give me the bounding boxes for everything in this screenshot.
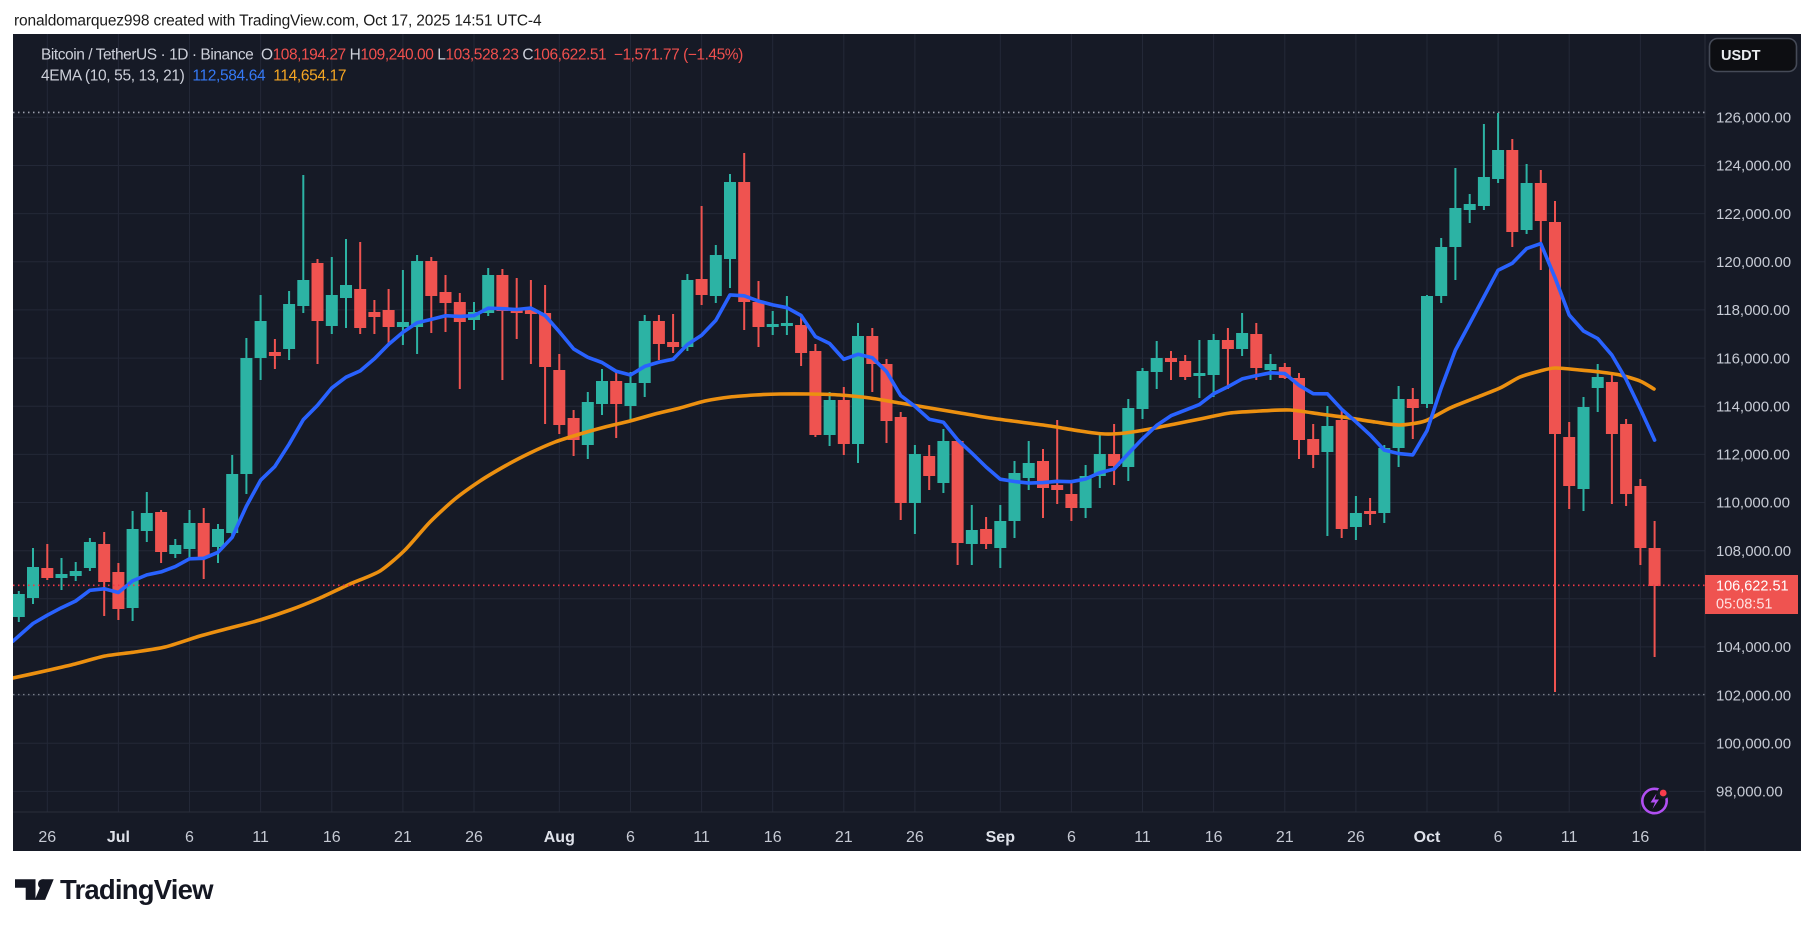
svg-text:16: 16 bbox=[1205, 829, 1223, 846]
svg-text:108,000.00: 108,000.00 bbox=[1716, 543, 1791, 560]
svg-text:112,000.00: 112,000.00 bbox=[1716, 447, 1790, 464]
svg-text:106,622.51: 106,622.51 bbox=[1716, 579, 1789, 595]
svg-text:21: 21 bbox=[1276, 829, 1294, 846]
svg-text:26: 26 bbox=[465, 829, 483, 846]
svg-text:Jul: Jul bbox=[107, 829, 130, 846]
svg-text:26: 26 bbox=[38, 829, 56, 846]
svg-text:Aug: Aug bbox=[544, 829, 575, 846]
svg-text:6: 6 bbox=[1494, 829, 1503, 846]
svg-text:116,000.00: 116,000.00 bbox=[1716, 350, 1790, 367]
svg-text:104,000.00: 104,000.00 bbox=[1716, 639, 1791, 656]
svg-text:6: 6 bbox=[185, 829, 194, 846]
svg-text:TradingView: TradingView bbox=[60, 874, 214, 905]
svg-text:11: 11 bbox=[1561, 829, 1578, 846]
svg-text:122,000.00: 122,000.00 bbox=[1716, 206, 1791, 223]
svg-text:USDT: USDT bbox=[1721, 48, 1761, 64]
svg-text:102,000.00: 102,000.00 bbox=[1716, 687, 1791, 704]
svg-text:6: 6 bbox=[1067, 829, 1076, 846]
svg-text:114,000.00: 114,000.00 bbox=[1716, 398, 1790, 415]
svg-text:126,000.00: 126,000.00 bbox=[1716, 110, 1791, 127]
svg-text:100,000.00: 100,000.00 bbox=[1716, 735, 1791, 752]
svg-text:Oct: Oct bbox=[1414, 829, 1441, 846]
svg-text:05:08:51: 05:08:51 bbox=[1716, 597, 1772, 613]
svg-text:16: 16 bbox=[1632, 829, 1650, 846]
svg-text:110,000.00: 110,000.00 bbox=[1716, 495, 1790, 512]
svg-text:4EMA (10, 55, 13, 21) 112,584: 4EMA (10, 55, 13, 21) 112,584.64 114,654… bbox=[41, 68, 346, 85]
svg-text:21: 21 bbox=[394, 829, 412, 846]
svg-text:ronaldomarquez998 created with: ronaldomarquez998 created with TradingVi… bbox=[14, 13, 542, 30]
svg-text:124,000.00: 124,000.00 bbox=[1716, 158, 1791, 175]
svg-text:21: 21 bbox=[835, 829, 853, 846]
svg-text:11: 11 bbox=[252, 829, 269, 846]
svg-text:26: 26 bbox=[906, 829, 924, 846]
svg-text:120,000.00: 120,000.00 bbox=[1716, 254, 1791, 271]
svg-text:6: 6 bbox=[626, 829, 635, 846]
svg-text:16: 16 bbox=[323, 829, 341, 846]
svg-text:16: 16 bbox=[764, 829, 782, 846]
svg-text:26: 26 bbox=[1347, 829, 1365, 846]
svg-text:Bitcoin / TetherUS · 1D · Bina: Bitcoin / TetherUS · 1D · Binance O108,1… bbox=[41, 47, 743, 64]
svg-text:Sep: Sep bbox=[986, 829, 1016, 846]
svg-text:118,000.00: 118,000.00 bbox=[1716, 302, 1790, 319]
svg-text:11: 11 bbox=[693, 829, 710, 846]
svg-text:98,000.00: 98,000.00 bbox=[1716, 784, 1783, 801]
svg-text:11: 11 bbox=[1134, 829, 1151, 846]
